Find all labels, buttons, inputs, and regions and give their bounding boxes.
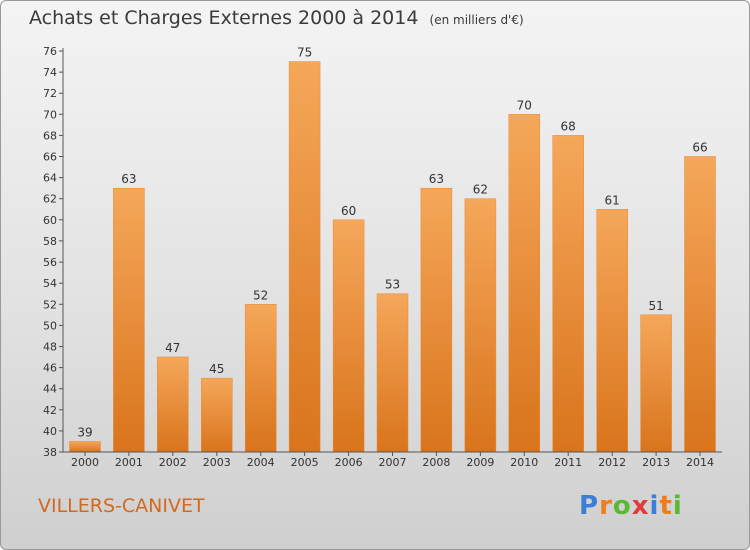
value-label-2012: 61 bbox=[605, 193, 620, 207]
x-tick-label-2004: 2004 bbox=[247, 456, 275, 469]
y-tick-label-40: 40 bbox=[43, 425, 57, 438]
y-tick-label-44: 44 bbox=[43, 383, 57, 396]
bar-2001 bbox=[113, 187, 145, 453]
value-label-2000: 39 bbox=[77, 425, 92, 439]
y-tick-label-64: 64 bbox=[43, 172, 57, 185]
proxiti-logo: Proxiti bbox=[579, 491, 683, 521]
bar-2009 bbox=[464, 198, 497, 453]
bar-2004 bbox=[244, 304, 277, 453]
bar-2011 bbox=[552, 135, 584, 453]
value-label-2010: 70 bbox=[517, 98, 532, 112]
bar-2013 bbox=[640, 314, 672, 453]
x-tick-label-2008: 2008 bbox=[422, 456, 450, 469]
y-tick-label-70: 70 bbox=[43, 108, 57, 121]
bar-2012 bbox=[596, 209, 628, 453]
y-tick-label-76: 76 bbox=[43, 45, 57, 58]
value-label-2014: 66 bbox=[692, 141, 707, 155]
y-tick-label-58: 58 bbox=[43, 235, 57, 248]
place-name: VILLERS-CANIVET bbox=[38, 495, 205, 517]
y-tick-label-72: 72 bbox=[43, 87, 57, 100]
bar-2002 bbox=[157, 356, 189, 453]
y-tick-label-66: 66 bbox=[43, 151, 57, 164]
labels-layer: 39 2000 63 2001 47 2002 45 2003 52 2004 75 2005 60 20… bbox=[43, 45, 714, 469]
x-tick-label-2005: 2005 bbox=[291, 456, 319, 469]
value-label-2007: 53 bbox=[385, 278, 400, 292]
x-tick-label-2011: 2011 bbox=[554, 456, 582, 469]
value-label-2011: 68 bbox=[561, 119, 576, 133]
y-tick-label-60: 60 bbox=[43, 214, 57, 227]
value-label-2013: 51 bbox=[648, 299, 663, 313]
value-label-2002: 47 bbox=[165, 341, 180, 355]
chart-unit-note: (en milliers d'€) bbox=[429, 13, 524, 27]
y-tick-label-42: 42 bbox=[43, 404, 57, 417]
y-tick-label-68: 68 bbox=[43, 129, 57, 142]
y-tick-label-50: 50 bbox=[43, 319, 57, 332]
x-tick-label-2000: 2000 bbox=[71, 456, 99, 469]
x-tick-label-2013: 2013 bbox=[642, 456, 670, 469]
x-tick-label-2003: 2003 bbox=[203, 456, 231, 469]
x-tick-label-2007: 2007 bbox=[379, 456, 407, 469]
value-label-2009: 62 bbox=[473, 183, 488, 197]
x-tick-label-2002: 2002 bbox=[159, 456, 187, 469]
bar-2010 bbox=[508, 114, 541, 453]
bar-2006 bbox=[332, 219, 365, 453]
y-tick-label-52: 52 bbox=[43, 298, 57, 311]
x-tick-label-2012: 2012 bbox=[598, 456, 626, 469]
logo-letter: i bbox=[649, 491, 660, 521]
x-tick-label-2001: 2001 bbox=[115, 456, 143, 469]
bars-layer bbox=[69, 61, 716, 453]
logo-letter: t bbox=[659, 491, 673, 521]
bar-2014 bbox=[684, 156, 716, 453]
y-tick-label-38: 38 bbox=[43, 446, 57, 459]
logo-letter: i bbox=[672, 491, 683, 521]
x-tick-label-2006: 2006 bbox=[335, 456, 363, 469]
value-label-2006: 60 bbox=[341, 204, 356, 218]
y-tick-label-46: 46 bbox=[43, 362, 57, 375]
x-tick-label-2009: 2009 bbox=[466, 456, 494, 469]
logo-letter: x bbox=[631, 491, 650, 521]
bar-2008 bbox=[420, 187, 453, 453]
y-tick-label-48: 48 bbox=[43, 341, 57, 354]
logo-letter: r bbox=[599, 491, 613, 521]
value-label-2003: 45 bbox=[209, 362, 224, 376]
bar-2007 bbox=[376, 293, 409, 453]
bar-2000 bbox=[69, 441, 101, 453]
axes-layer bbox=[59, 48, 722, 456]
y-tick-label-54: 54 bbox=[43, 277, 57, 290]
bar-2005 bbox=[288, 61, 321, 453]
y-tick-label-56: 56 bbox=[43, 256, 57, 269]
x-tick-label-2010: 2010 bbox=[510, 456, 538, 469]
value-label-2004: 52 bbox=[253, 288, 268, 302]
bar-2003 bbox=[201, 377, 233, 453]
chart-title: Achats et Charges Externes 2000 à 2014 bbox=[29, 7, 419, 29]
y-tick-label-62: 62 bbox=[43, 193, 57, 206]
value-label-2001: 63 bbox=[121, 172, 136, 186]
chart-title-block: Achats et Charges Externes 2000 à 2014 (… bbox=[29, 7, 524, 29]
value-label-2008: 63 bbox=[429, 172, 444, 186]
y-tick-label-74: 74 bbox=[43, 66, 57, 79]
logo-letter: P bbox=[579, 491, 600, 521]
logo-letter: o bbox=[612, 491, 632, 521]
x-tick-label-2014: 2014 bbox=[686, 456, 714, 469]
value-label-2005: 75 bbox=[297, 46, 312, 60]
